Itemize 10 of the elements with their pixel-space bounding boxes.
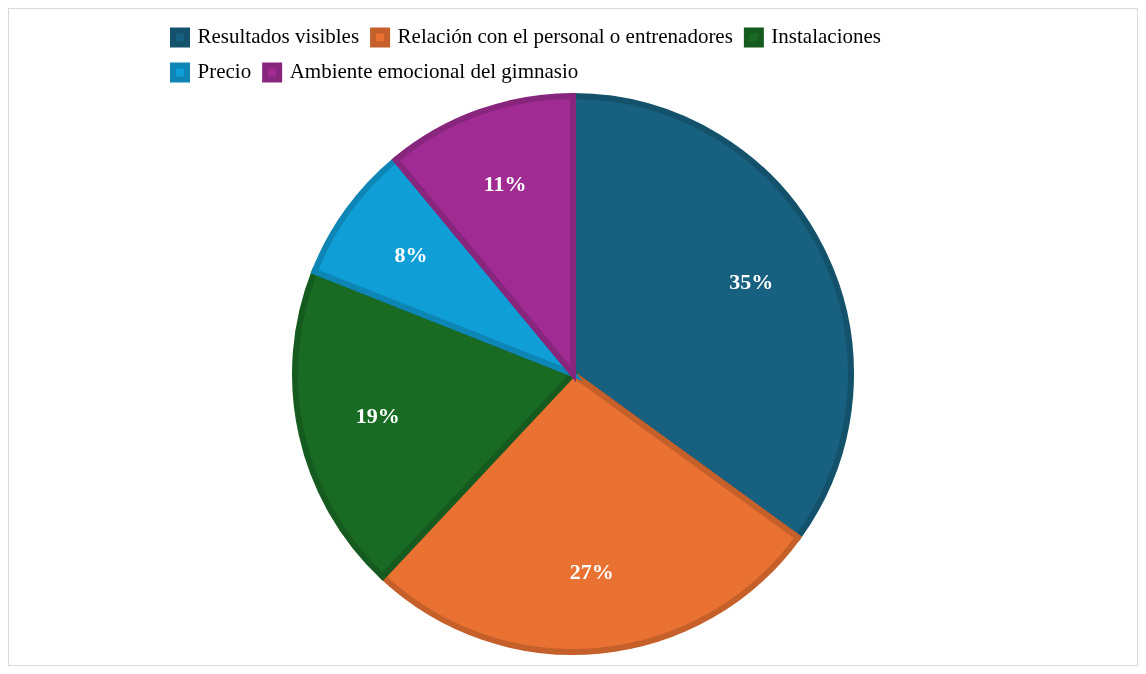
legend-label: Resultados visibles — [197, 24, 360, 49]
data-label: 19% — [355, 403, 400, 429]
data-label: 27% — [569, 558, 614, 584]
data-label: 8% — [394, 242, 428, 268]
legend-label: Relación con el personal o entrenadores — [397, 24, 733, 49]
legend-label: Precio — [197, 59, 252, 84]
legend-label: Instalaciones — [771, 24, 881, 49]
legend-label: Ambiente emocional del gimnasio — [289, 59, 579, 84]
data-label: 35% — [729, 268, 774, 294]
data-label: 11% — [483, 171, 527, 197]
